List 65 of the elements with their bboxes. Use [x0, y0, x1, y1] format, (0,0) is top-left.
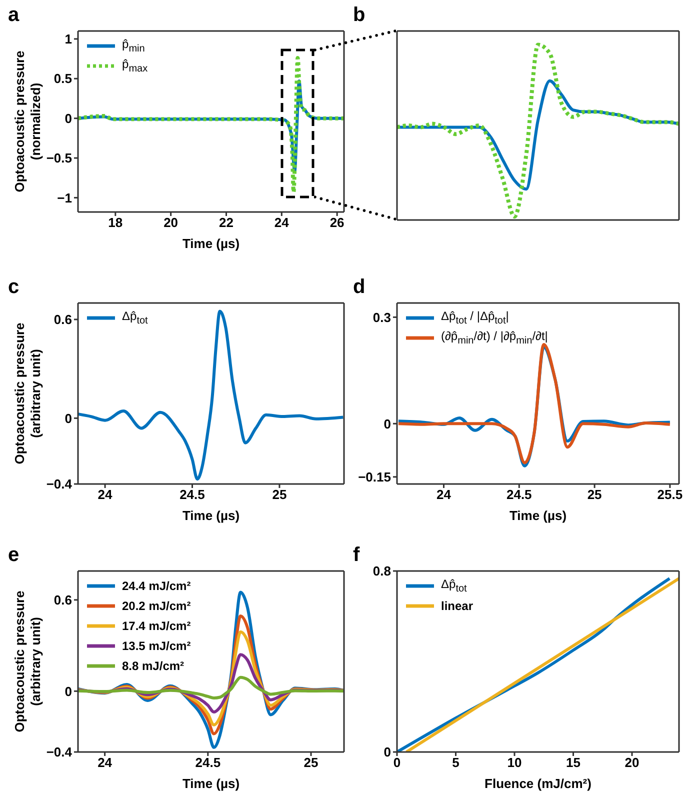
- legend-label: 8.8 mJ/cm²: [122, 659, 184, 673]
- x-axis-title: Fluence (mJ/cm²): [484, 776, 592, 791]
- legend-label: 17.4 mJ/cm²: [122, 619, 191, 633]
- chart-title: f: [353, 544, 360, 567]
- chart-title: d: [353, 276, 366, 299]
- y-axis-title: Optoacoustic pressure (normalized): [12, 50, 43, 192]
- legend-label: 13.5 mJ/cm²: [122, 639, 191, 653]
- x-tick-label: 10: [507, 755, 522, 770]
- y-tick-label: 0.3: [372, 310, 391, 325]
- x-tick-label: 24: [436, 487, 452, 502]
- x-tick-label: 26: [330, 215, 344, 230]
- x-tick-label: 20: [164, 215, 178, 230]
- legend-label: Δp̂$_{tot}$: [122, 309, 148, 327]
- x-tick-label: 24.5: [506, 487, 532, 502]
- line-series: [78, 56, 344, 194]
- y-tick-label: −0.4: [46, 476, 73, 492]
- x-tick-label: 24: [98, 755, 113, 770]
- y-tick-label: −0.5: [46, 150, 72, 166]
- x-tick-label: 24: [98, 487, 114, 502]
- y-tick-label: −0.15: [358, 470, 391, 485]
- chart-title: b: [353, 4, 366, 27]
- x-tick-label: 0: [393, 755, 401, 770]
- y-tick-label: 0: [384, 416, 391, 432]
- x-axis-title: Time (µs): [182, 508, 240, 523]
- legend-label: Δp̂$_{tot}$: [441, 577, 467, 595]
- chart-title: a: [8, 4, 20, 27]
- x-tick-label: 20: [624, 755, 640, 770]
- legend-label: p̂$_{min}$: [122, 37, 145, 55]
- x-tick-label: 25: [272, 487, 287, 502]
- x-tick-label: 25: [587, 487, 602, 502]
- x-tick-label: 25: [304, 755, 318, 770]
- y-tick-label: 0.6: [54, 592, 72, 608]
- y-tick-label: 0.5: [54, 71, 72, 86]
- x-tick-label: 22: [219, 215, 234, 230]
- line-series: [78, 676, 344, 700]
- chart-title: e: [8, 544, 20, 567]
- y-tick-label: 0: [384, 744, 391, 760]
- y-axis-title: Optoacoustic pressure (arbitrary unit): [12, 322, 43, 464]
- y-tick-label: 0: [64, 410, 72, 426]
- legend-label: 24.4 mJ/cm²: [122, 579, 191, 593]
- x-axis-title: Time (µs): [182, 236, 240, 251]
- y-tick-label: 0.8: [372, 564, 391, 579]
- x-tick-label: 24: [274, 215, 290, 230]
- y-tick-label: 0: [64, 684, 72, 699]
- y-tick-label: 1: [64, 32, 72, 47]
- legend-label: Δp̂$_{tot}$ / |Δp̂$_{tot}$|: [441, 309, 509, 327]
- x-axis-title: Time (µs): [182, 776, 240, 791]
- x-tick-label: 15: [566, 755, 580, 770]
- x-tick-label: 18: [108, 215, 123, 230]
- y-axis-title: Optoacoustic pressure (arbitrary unit): [12, 590, 43, 732]
- x-tick-label: 5: [452, 755, 460, 770]
- x-axis-title: Time (µs): [509, 508, 567, 523]
- x-tick-label: 24.5: [180, 487, 205, 502]
- y-tick-label: −1: [57, 190, 72, 206]
- y-tick-label: 0.6: [54, 312, 72, 328]
- legend-label: linear: [441, 599, 474, 613]
- line-series: [78, 310, 344, 481]
- legend-label: p̂$_{max}$: [122, 57, 148, 75]
- chart-title: c: [8, 276, 20, 299]
- x-tick-label: 25.5: [657, 487, 683, 502]
- x-tick-label: 24.5: [195, 755, 221, 770]
- y-tick-label: 0: [64, 110, 72, 126]
- legend-label: (∂p̂$_{min}$/∂t) / |∂p̂$_{min}$/∂t|: [441, 329, 548, 347]
- legend-label: 20.2 mJ/cm²: [122, 599, 191, 613]
- y-tick-label: −0.4: [46, 744, 73, 760]
